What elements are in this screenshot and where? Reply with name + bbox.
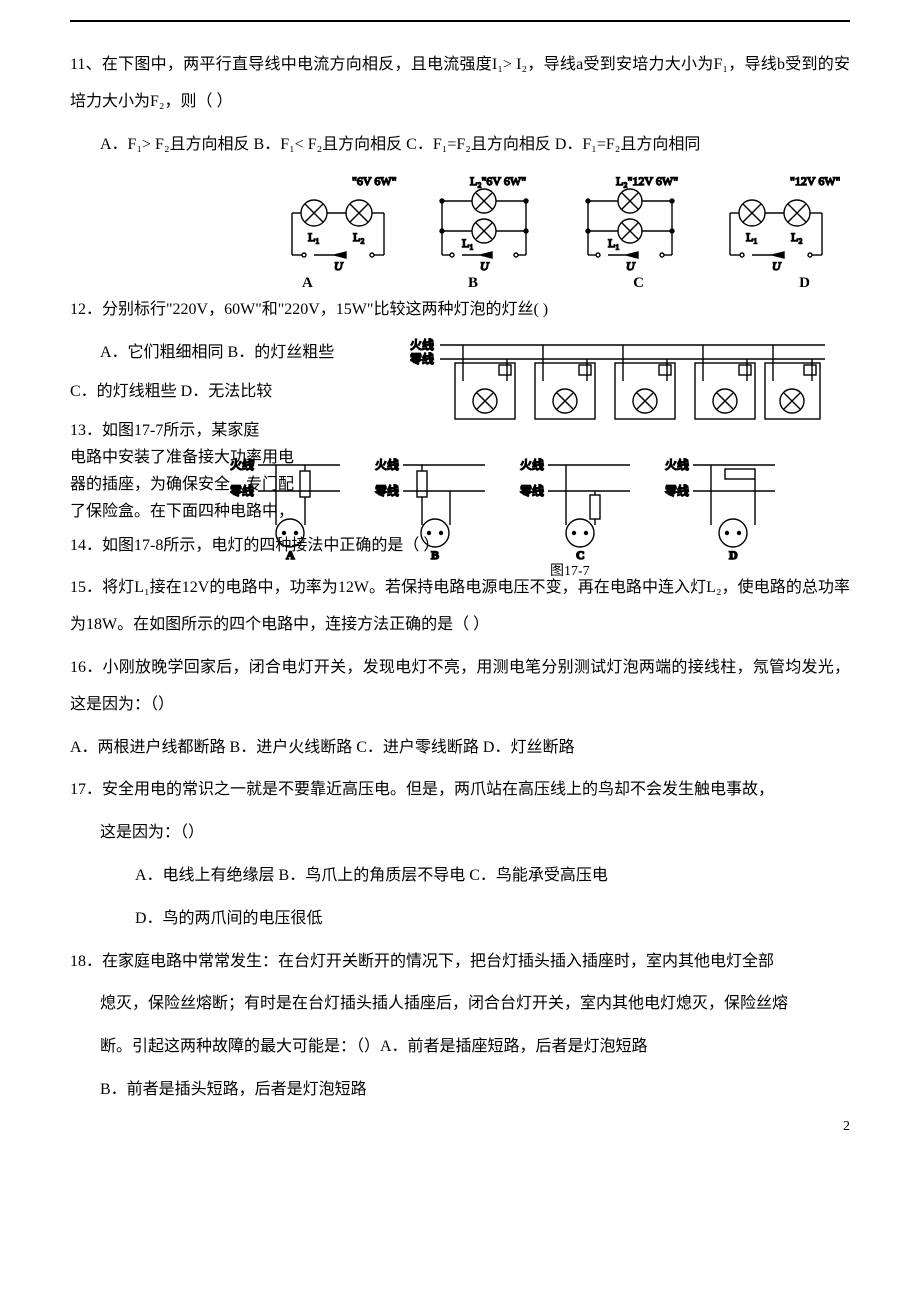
svg-text:火线: 火线 bbox=[520, 458, 544, 472]
q15-stem: 15．将灯L₁接在12V的电路中，功率为12W。若保持电路电源电压不变，再在电路… bbox=[70, 570, 850, 644]
label-l1b: L₁ bbox=[462, 236, 474, 250]
q17-l2: 这是因为：（） bbox=[70, 815, 850, 852]
svg-text:A: A bbox=[286, 548, 295, 562]
letter-a: A bbox=[302, 275, 313, 292]
q16-stem: 16．小刚放晚学回家后，闭合电灯开关，发现电灯不亮，用测电笔分别测试灯泡两端的接… bbox=[70, 650, 850, 724]
label-l2: L₂ bbox=[353, 230, 365, 244]
page: 11、在下图中，两平行直导线中电流方向相反，且电流强度I₁> I₂，导线a受到安… bbox=[0, 0, 920, 1145]
svg-text:B: B bbox=[431, 548, 439, 562]
svg-text:零线: 零线 bbox=[230, 484, 254, 498]
label-uc: U bbox=[626, 259, 636, 273]
top-rule bbox=[70, 20, 850, 22]
q13-l1: 13．如图17-7所示，某家庭 bbox=[70, 417, 300, 444]
circuit-b: L₂"6V 6W" L₁ U bbox=[420, 173, 548, 273]
q18-l1: 18．在家庭电路中常常发生：在台灯开关断开的情况下，把台灯插头插入插座时，室内其… bbox=[70, 944, 850, 981]
letter-d: D bbox=[799, 275, 810, 292]
q11-options: A．F₁> F₂且方向相反 B．F₁< F₂且方向相反 C．F₁=F₂且方向相反… bbox=[70, 127, 850, 164]
huo-label: 火线 bbox=[410, 338, 434, 352]
ling-label: 零线 bbox=[410, 352, 434, 366]
q16-opts: A．两根进户线都断路 B．进户火线断路 C．进户零线断路 D．灯丝断路 bbox=[70, 730, 850, 767]
abcd-top: A B C D bbox=[290, 275, 850, 292]
svg-text:D: D bbox=[729, 548, 738, 562]
label-ud: U bbox=[772, 259, 782, 273]
label-b-top: L₂"6V 6W" bbox=[470, 174, 526, 188]
q17-l4: D．鸟的两爪间的电压很低 bbox=[70, 901, 850, 938]
q18-l4: B．前者是插头短路，后者是灯泡短路 bbox=[70, 1072, 850, 1109]
svg-text:火线: 火线 bbox=[665, 458, 689, 472]
circuit-d: "12V 6W" L₁ L₂ U bbox=[712, 173, 840, 273]
q17-l1: 17．安全用电的常识之一就是不要靠近高压电。但是，两爪站在高压线上的鸟却不会发生… bbox=[70, 772, 850, 809]
letter-b: B bbox=[468, 275, 478, 292]
label-c-top: L₂"12V 6W" bbox=[616, 174, 678, 188]
label-l1: L₁ bbox=[308, 230, 320, 244]
svg-text:零线: 零线 bbox=[520, 484, 544, 498]
circuit-c: L₂"12V 6W" L₁ U bbox=[566, 173, 694, 273]
fig-lamps-row: 火线 零线 bbox=[410, 335, 830, 440]
q12-opts-2: C．的灯线粗些 D．无法比较 bbox=[70, 374, 390, 411]
svg-text:零线: 零线 bbox=[665, 484, 689, 498]
floating-block: 火线 零线 bbox=[70, 335, 850, 525]
fig-circuits-top: "6V 6W" L₁ L₂ U L₂"6V 6W" L₁ bbox=[70, 173, 850, 273]
q12-opts-1: A．它们粗细相同 B．的灯丝粗些 bbox=[70, 335, 430, 372]
label-ub: U bbox=[480, 259, 490, 273]
label-l2d: L₂ bbox=[791, 230, 803, 244]
svg-text:火线: 火线 bbox=[230, 458, 254, 472]
svg-text:火线: 火线 bbox=[375, 458, 399, 472]
page-number: 2 bbox=[843, 1119, 850, 1135]
q17-l3: A．电线上有绝缘层 B．鸟爪上的角质层不导电 C．鸟能承受高压电 bbox=[70, 858, 850, 895]
label-d-top: "12V 6W" bbox=[790, 174, 840, 188]
letter-c: C bbox=[633, 275, 644, 292]
q12-stem: 12．分别标行"220V，60W"和"220V，15W"比较这两种灯泡的灯丝( … bbox=[70, 292, 850, 329]
svg-text:零线: 零线 bbox=[375, 484, 399, 498]
circuit-a: "6V 6W" L₁ L₂ U bbox=[274, 173, 402, 273]
label-l1d: L₁ bbox=[746, 230, 758, 244]
q18-l3: 断。引起这两种故障的最大可能是：（）A．前者是插座短路，后者是灯泡短路 bbox=[70, 1029, 850, 1066]
label-l1c: L₁ bbox=[608, 236, 620, 250]
label-u: U bbox=[334, 259, 344, 273]
label-a-top: "6V 6W" bbox=[352, 174, 397, 188]
q18-l2: 熄灭，保险丝熔断；有时是在台灯插头插人插座后，闭合台灯开关，室内其他电灯熄灭，保… bbox=[70, 986, 850, 1023]
q11-stem: 11、在下图中，两平行直导线中电流方向相反，且电流强度I₁> I₂，导线a受到安… bbox=[70, 47, 850, 121]
fig-sockets: 火线 零线 A 火线 零线 B bbox=[230, 455, 790, 570]
fig17-7-label: 图17-7 bbox=[550, 560, 590, 580]
